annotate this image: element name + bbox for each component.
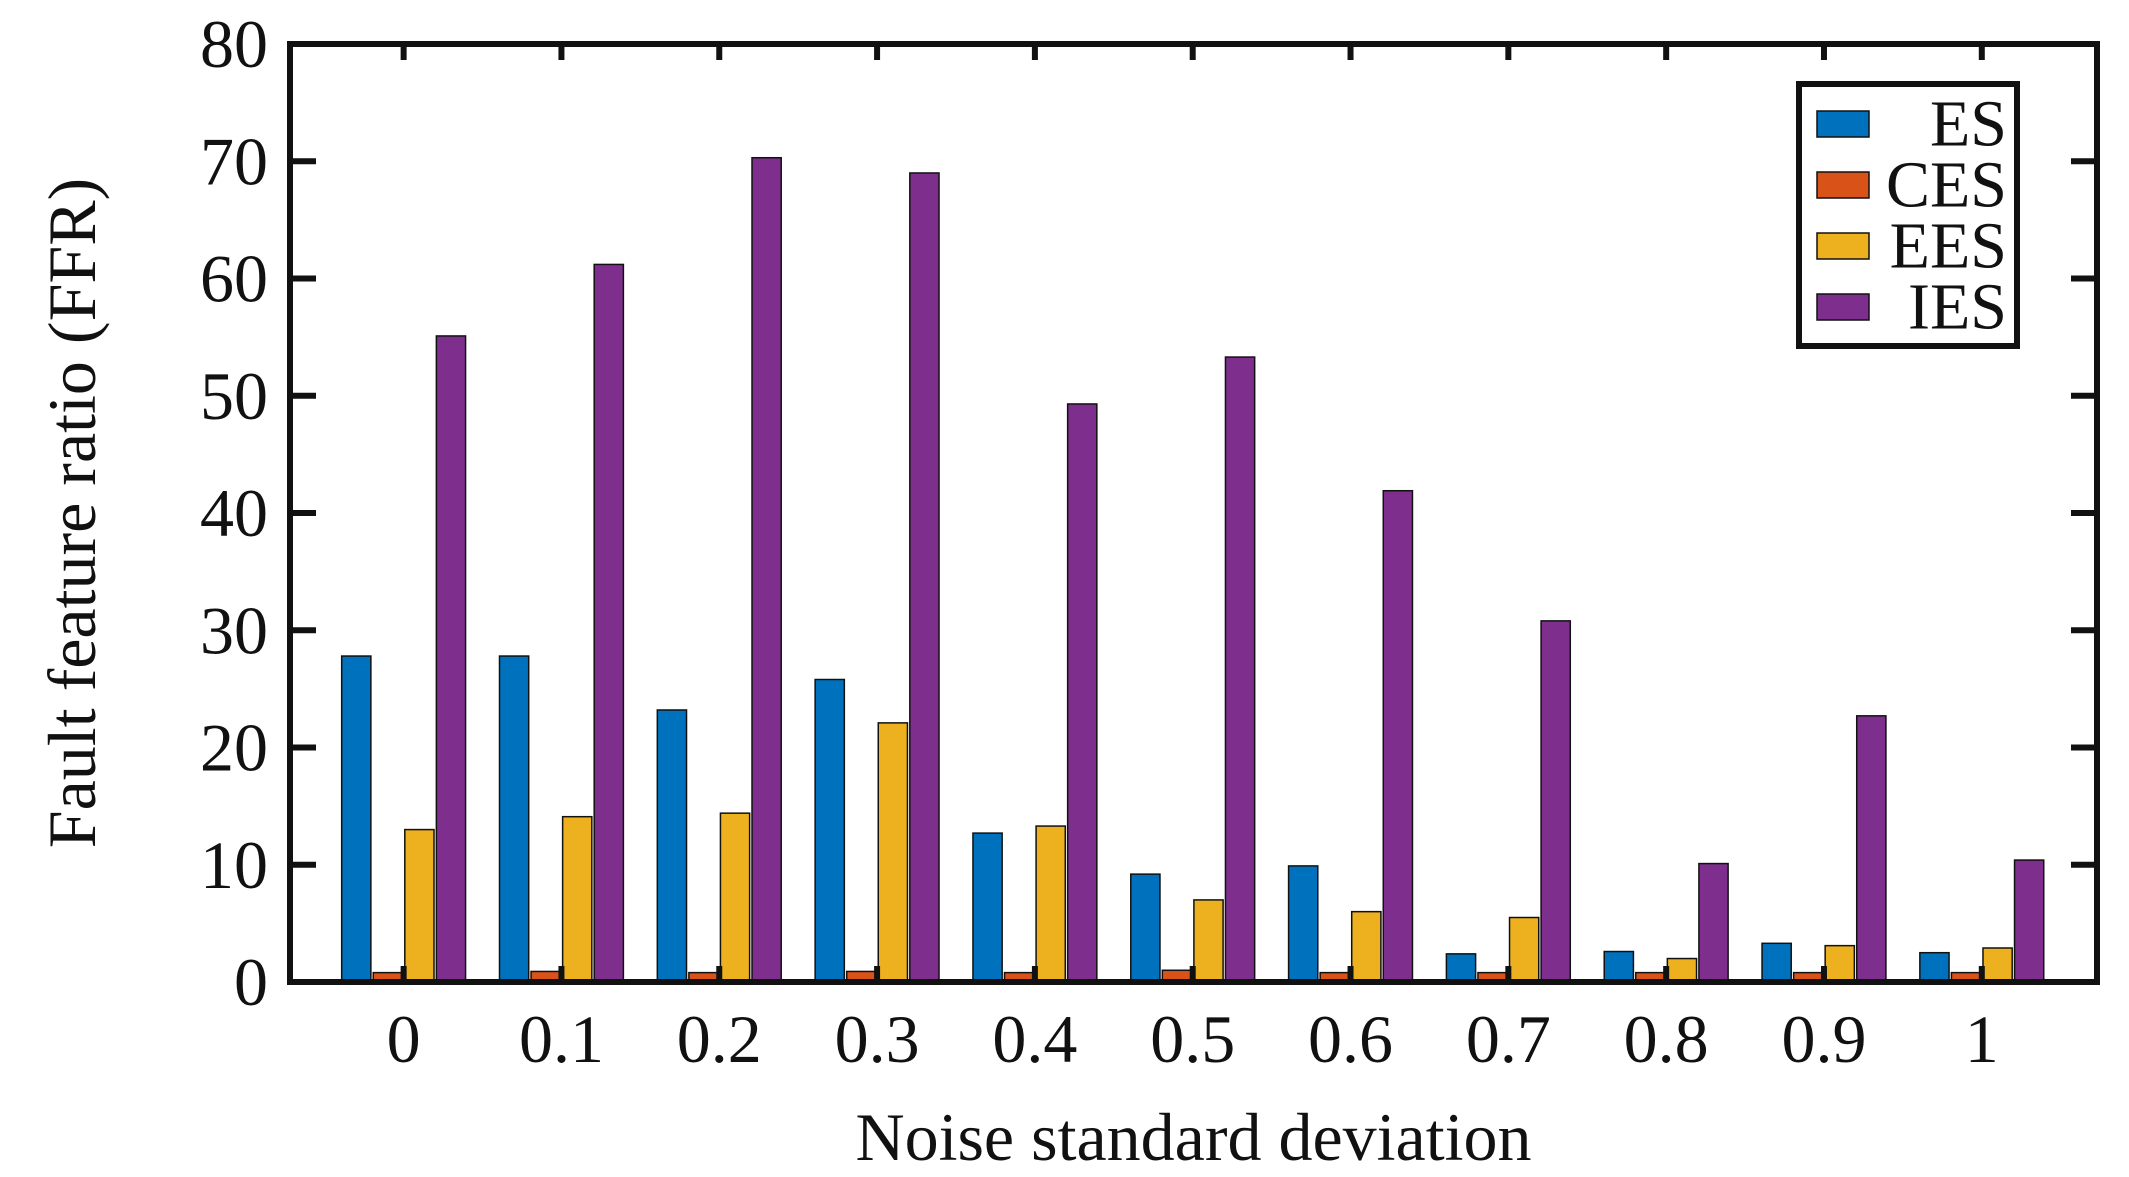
legend-label-ees: EES: [1890, 210, 2007, 283]
x-tick-label: 0.4: [992, 1001, 1077, 1077]
bar-ies-0_6: [1382, 489, 1414, 983]
x-tick-label: 1: [1965, 1001, 1999, 1077]
bar-es-0_9: [1761, 942, 1792, 983]
x-tick-label: 0.8: [1624, 1001, 1709, 1077]
bar-ees-0_1: [561, 815, 593, 983]
bar-ees-0_8: [1666, 957, 1698, 983]
bar-ees-0_2: [719, 812, 751, 983]
bar-es-1: [1919, 951, 1950, 983]
x-tick-label: 0.5: [1150, 1001, 1235, 1077]
bar-es-0_6: [1287, 865, 1319, 983]
bar-ees-0_6: [1350, 910, 1382, 983]
legend-swatch-ies: [1816, 293, 1870, 321]
y-tick-label: 40: [200, 475, 268, 551]
bar-ies-0_7: [1540, 620, 1572, 983]
bar-ies-0_1: [593, 263, 625, 983]
x-tick-label: 0: [387, 1001, 421, 1077]
legend-label-es: ES: [1930, 88, 2007, 161]
bar-ies-0_4: [1066, 403, 1098, 983]
legend-swatch-ees: [1816, 232, 1870, 260]
y-tick-label: 80: [200, 6, 268, 82]
bar-ees-0_3: [877, 722, 909, 983]
legend-swatch-es: [1816, 110, 1870, 138]
legend-label-ces: CES: [1886, 149, 2007, 222]
bar-ies-0_9: [1855, 715, 1887, 983]
legend-label-ies: IES: [1908, 271, 2007, 344]
bar-ees-0: [404, 828, 435, 983]
bar-ees-0_4: [1035, 825, 1067, 983]
x-tick-label: 0.6: [1308, 1001, 1393, 1077]
bar-ies-0: [435, 335, 467, 983]
x-tick-label: 0.3: [835, 1001, 920, 1077]
bars-group: [340, 156, 2045, 983]
x-axis-label: Noise standard deviation: [855, 1099, 1531, 1175]
y-axis-label: Fault feature ratio (FFR): [34, 178, 110, 848]
plot-area-frame: [287, 41, 2100, 985]
bar-ees-0_7: [1508, 916, 1540, 983]
x-tick-labels: 0 0.1 0.2 0.3 0.4 0.5 0.6 0.7 0.8 0.9 1: [387, 1001, 1999, 1077]
x-tick-label: 0.1: [519, 1001, 604, 1077]
bar-ies-0_8: [1698, 862, 1729, 983]
y-tick-label: 50: [200, 358, 268, 434]
bar-ees-0_5: [1193, 899, 1224, 983]
y-tick-label: 10: [200, 827, 268, 903]
y-tick-label: 20: [200, 710, 268, 786]
bar-es-0_2: [656, 709, 688, 983]
bar-es-0_8: [1603, 950, 1635, 983]
x-tick-label: 0.7: [1466, 1001, 1551, 1077]
x-tick-label: 0.9: [1781, 1001, 1866, 1077]
legend-swatch-ces: [1816, 171, 1870, 199]
bar-ees-0_9: [1824, 944, 1856, 983]
bar-ies-0_3: [909, 172, 940, 983]
y-tick-label: 70: [200, 123, 268, 199]
y-tick-label: 30: [200, 592, 268, 668]
bar-es-0: [340, 655, 372, 983]
bar-es-0_3: [814, 678, 846, 983]
bar-ies-1: [2013, 859, 2045, 983]
bar-ies-0_5: [1224, 356, 1256, 983]
bar-ies-0_2: [751, 156, 782, 983]
x-tick-label: 0.2: [677, 1001, 762, 1077]
y-tick-label: 60: [200, 241, 268, 317]
y-tick-labels: 0 10 20 30 40 50 60 70 80: [200, 6, 268, 1020]
bar-es-0_7: [1445, 953, 1477, 983]
bar-es-0_1: [498, 655, 530, 983]
bar-es-0_5: [1130, 873, 1161, 983]
y-tick-label: 0: [234, 944, 268, 1020]
bar-es-0_4: [972, 832, 1003, 983]
bar-ees-1: [1982, 947, 2013, 983]
